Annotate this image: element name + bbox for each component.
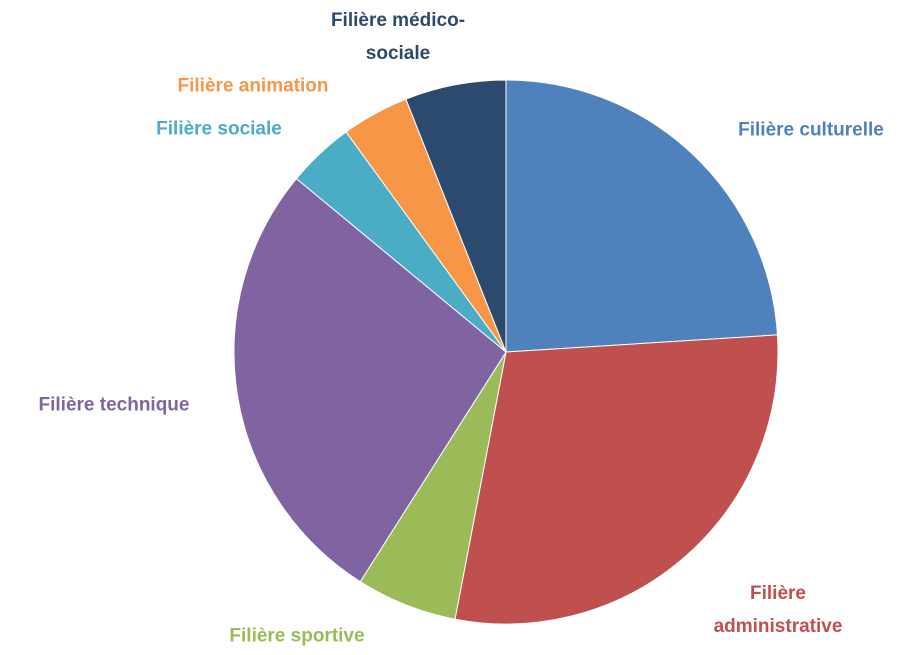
slice-label: Filière administrative [713, 583, 843, 637]
slice-label: Filière technique [38, 394, 190, 416]
slice-label: Filière animation [177, 75, 329, 97]
pie-slice [454, 334, 779, 625]
pie-slice [505, 79, 778, 353]
pie-slice [233, 177, 507, 583]
slice-label: Filière culturelle [738, 119, 884, 141]
slice-label: Filière médico-sociale [330, 10, 466, 64]
slice-label: Filière sportive [229, 625, 365, 647]
slice-label: Filière sociale [156, 118, 282, 140]
pie-slice [405, 79, 507, 353]
